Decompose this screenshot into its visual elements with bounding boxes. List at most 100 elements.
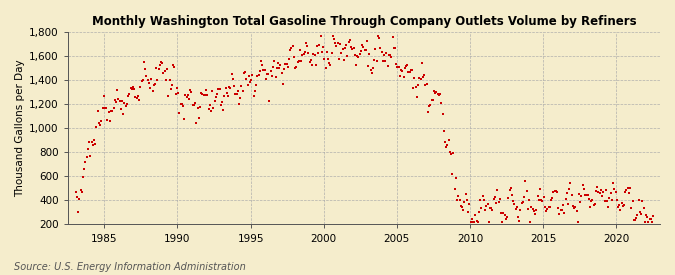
Point — [503, 196, 514, 200]
Point — [479, 198, 489, 202]
Point — [170, 92, 181, 96]
Point — [286, 46, 297, 50]
Point — [397, 69, 408, 73]
Point — [246, 78, 256, 82]
Point — [502, 215, 512, 219]
Point — [421, 82, 432, 87]
Point — [126, 87, 137, 92]
Point — [556, 208, 566, 212]
Point — [498, 211, 509, 216]
Point — [364, 52, 375, 56]
Point — [75, 188, 86, 192]
Point — [112, 88, 123, 92]
Point — [330, 41, 341, 45]
Point — [603, 205, 614, 209]
Point — [621, 188, 632, 192]
Point — [192, 105, 203, 110]
Point — [90, 142, 101, 146]
Point — [317, 50, 327, 54]
Point — [627, 199, 638, 204]
Point — [432, 92, 443, 97]
Point — [279, 67, 290, 71]
Point — [312, 43, 323, 48]
Point — [106, 109, 117, 113]
Point — [391, 62, 402, 66]
Point — [203, 107, 214, 111]
Point — [275, 62, 286, 67]
Point — [146, 77, 157, 81]
Point — [569, 205, 580, 210]
Point — [190, 101, 200, 105]
Point — [610, 190, 621, 194]
Point — [242, 82, 253, 87]
Point — [427, 98, 438, 102]
Point — [342, 53, 353, 58]
Point — [141, 74, 152, 79]
Point — [454, 198, 465, 202]
Point — [527, 207, 538, 211]
Point — [258, 68, 269, 72]
Point — [271, 66, 282, 70]
Point — [416, 61, 427, 66]
Point — [477, 194, 488, 198]
Point — [354, 52, 365, 56]
Point — [148, 83, 159, 87]
Point — [197, 92, 208, 96]
Point — [571, 209, 582, 213]
Point — [297, 53, 308, 58]
Point — [134, 97, 144, 102]
Point — [320, 66, 331, 71]
Point — [616, 201, 627, 205]
Point — [550, 188, 561, 193]
Point — [338, 58, 349, 62]
Point — [482, 202, 493, 207]
Point — [544, 205, 555, 209]
Title: Monthly Washington Total Gasoline Through Company Outlets Volume by Refiners: Monthly Washington Total Gasoline Throug… — [92, 15, 637, 28]
Point — [259, 68, 270, 73]
Point — [638, 206, 649, 210]
Point — [605, 191, 616, 195]
Point — [506, 186, 516, 190]
Point — [420, 83, 431, 88]
Point — [406, 67, 416, 72]
Point — [608, 181, 618, 186]
Text: Source: U.S. Energy Information Administration: Source: U.S. Energy Information Administ… — [14, 262, 245, 272]
Point — [409, 76, 420, 80]
Point — [132, 94, 143, 98]
Point — [601, 199, 612, 203]
Point — [519, 195, 530, 199]
Point — [302, 44, 313, 48]
Point — [344, 37, 355, 42]
Point — [566, 192, 577, 197]
Point — [525, 220, 536, 224]
Point — [400, 64, 411, 68]
Point — [487, 208, 498, 212]
Point — [140, 67, 151, 72]
Point — [586, 199, 597, 204]
Point — [620, 190, 630, 195]
Point — [524, 197, 535, 202]
Point — [212, 92, 223, 97]
Point — [495, 210, 506, 215]
Point — [129, 87, 140, 91]
Point — [424, 104, 435, 108]
Point — [500, 217, 511, 221]
Point — [81, 155, 92, 159]
Point — [268, 65, 279, 70]
Point — [240, 69, 250, 74]
Point — [466, 216, 477, 221]
Point — [404, 70, 415, 75]
Point — [84, 140, 95, 144]
Point — [459, 200, 470, 205]
Point — [231, 92, 242, 97]
Point — [442, 143, 453, 147]
Point — [430, 90, 441, 95]
Point — [536, 197, 547, 202]
Point — [464, 201, 475, 206]
Point — [314, 42, 325, 47]
Point — [456, 204, 466, 208]
Point — [191, 120, 202, 125]
Point — [558, 203, 568, 207]
Point — [270, 75, 281, 79]
Point — [591, 189, 601, 194]
